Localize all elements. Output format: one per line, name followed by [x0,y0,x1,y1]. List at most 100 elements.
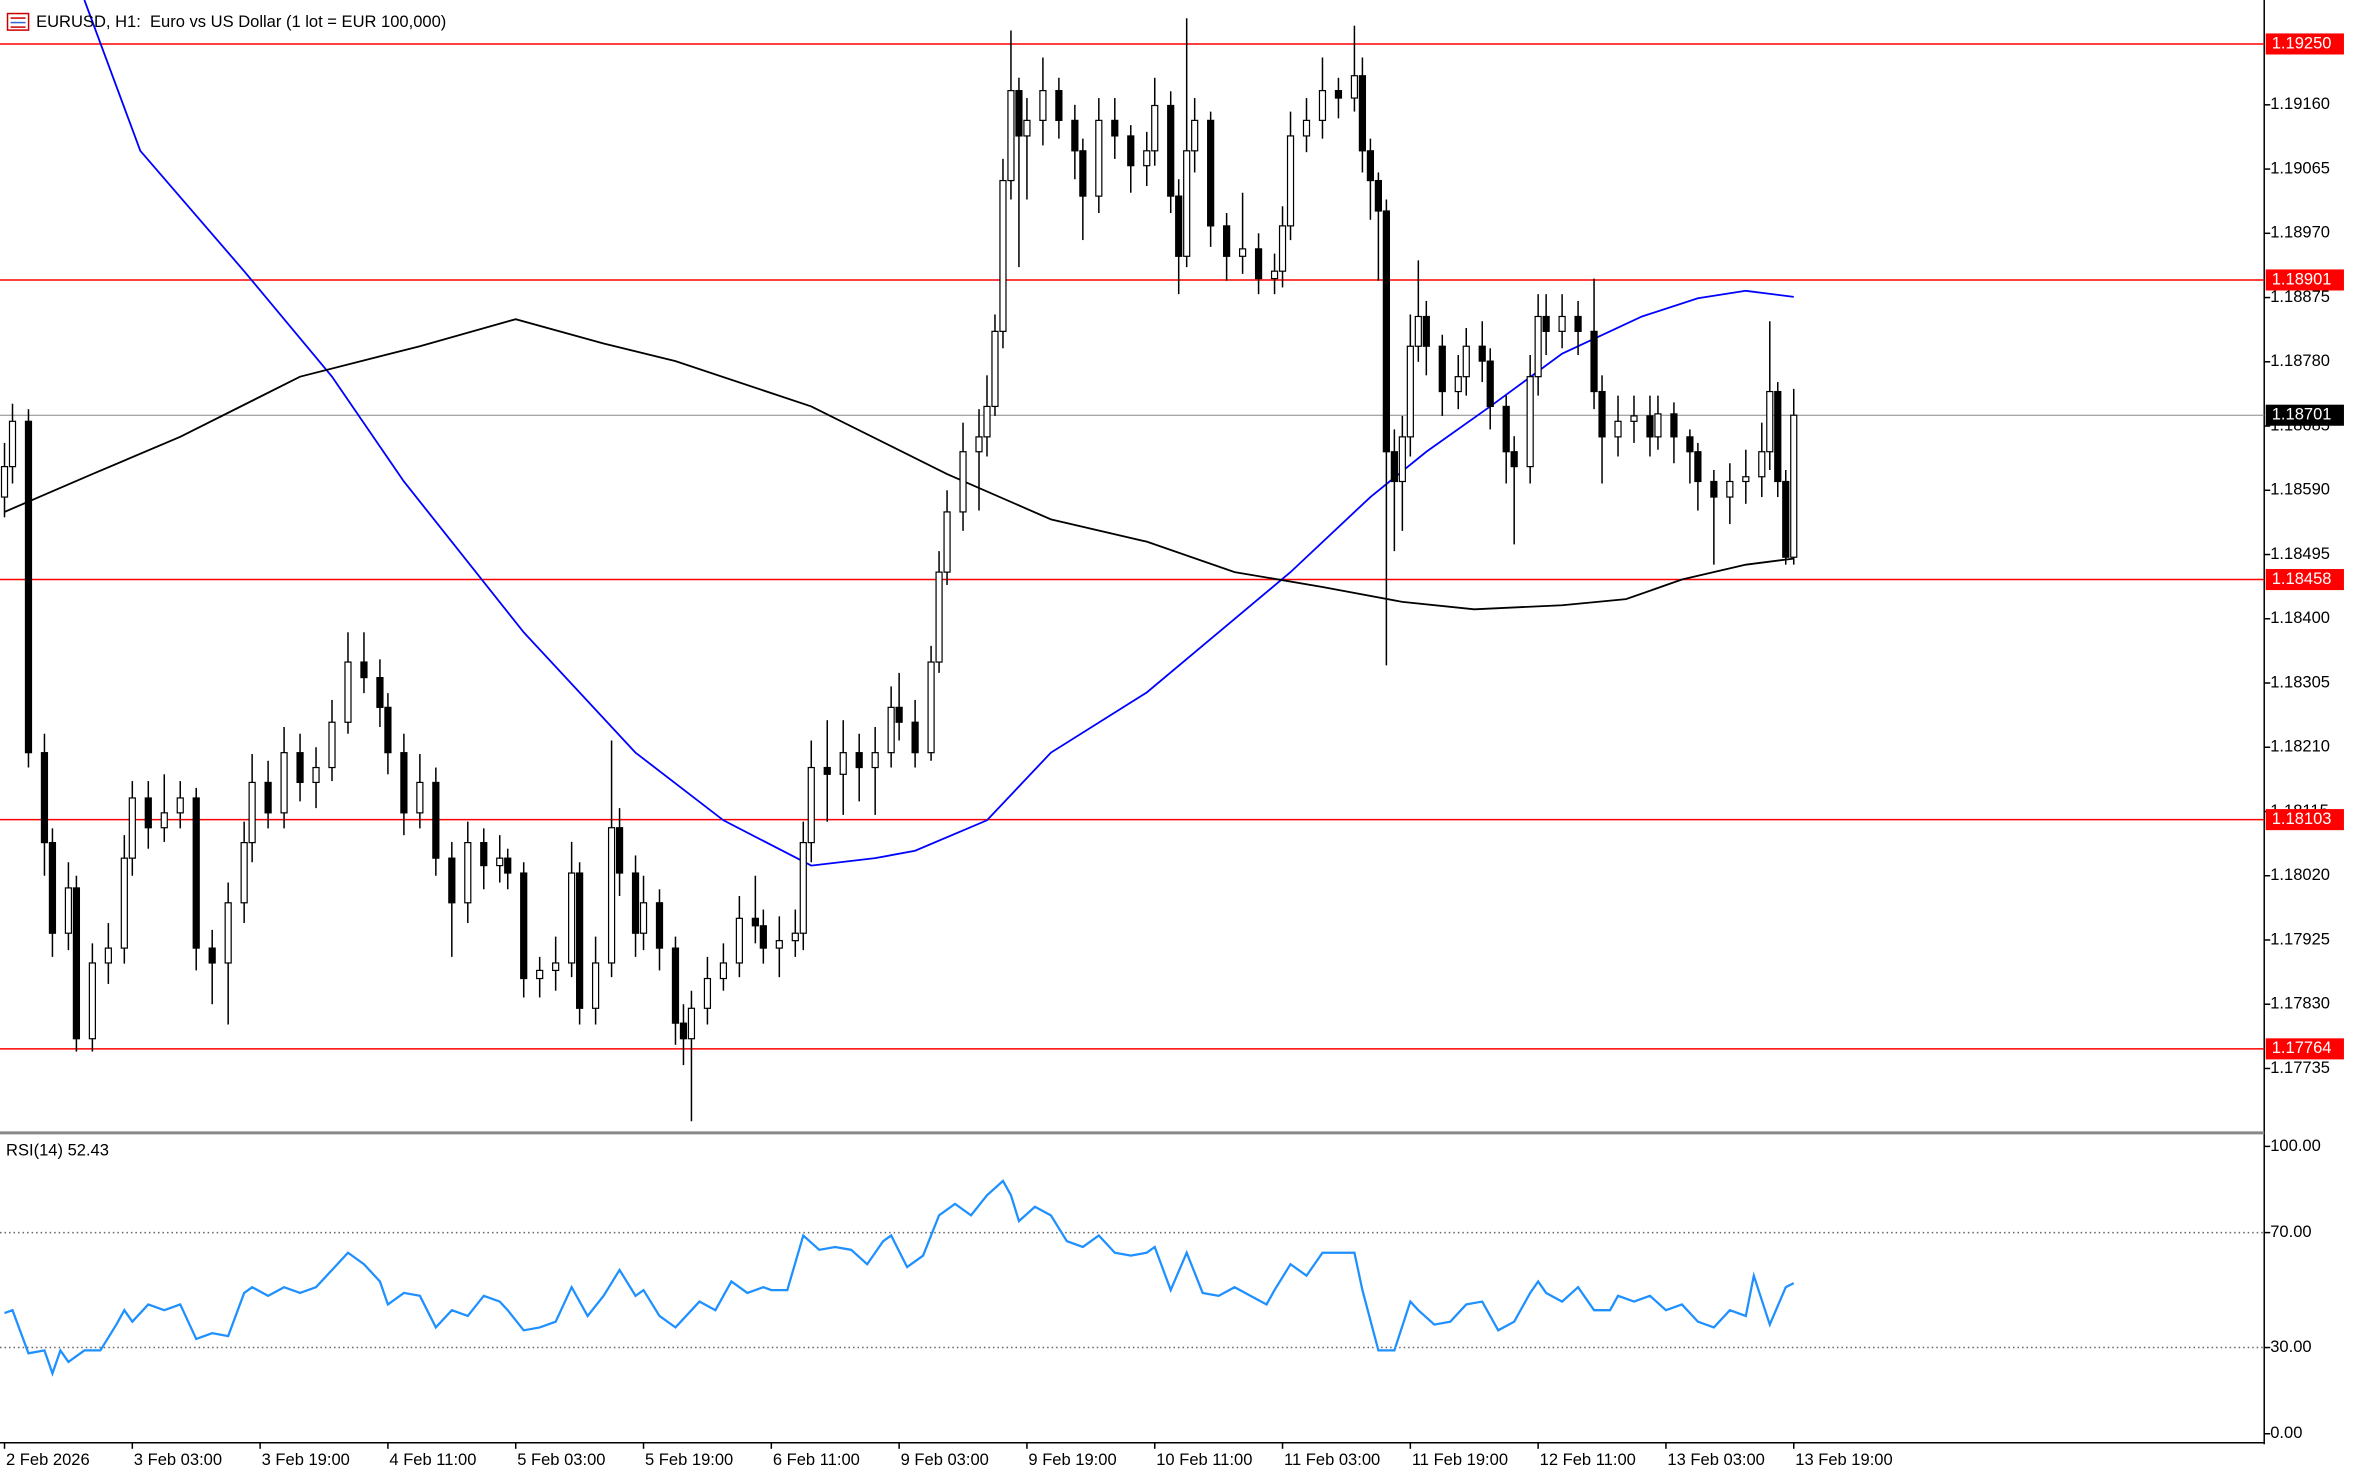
y-tick-label: 1.18875 [2270,287,2330,306]
candle-body [568,872,576,964]
candle-body [1207,119,1215,227]
candle-body [991,330,999,408]
candle-body [1286,135,1295,227]
candle-body [504,857,512,874]
candle-body [24,420,33,754]
candle-body [1278,225,1287,272]
candle-body [615,827,624,874]
candle-body [791,932,799,942]
candle-body [208,947,216,964]
level-label: 1.18901 [2272,269,2332,288]
x-tick-label: 6 Feb 11:00 [773,1450,860,1469]
level-label-bg [2265,809,2344,831]
candle-body [400,752,408,814]
candle-body [671,947,680,1024]
candle-body [1670,413,1678,438]
candle-body [1614,420,1622,438]
candle-body [799,842,807,934]
level-label-bg [2265,269,2344,291]
candle-body [448,857,456,904]
candle-body [64,887,73,934]
y-tick-label: 1.18400 [2270,608,2330,627]
y-tick-label: 0.00 [2270,1423,2302,1442]
candle-body [432,781,440,859]
candle-body [1574,315,1582,332]
candle-body [1007,90,1015,182]
x-tick-label: 4 Feb 11:00 [389,1450,476,1469]
level-label-bg [2265,1038,2344,1060]
candle-body [1438,345,1446,393]
candle-body [887,706,895,754]
candle-body [935,571,943,663]
candle-body [1302,119,1311,137]
y-tick-label: 1.18780 [2270,351,2330,370]
candle-body [192,797,200,949]
candle-body [1151,104,1159,152]
candle-body [1270,270,1279,280]
y-tick-label: 1.18590 [2270,480,2330,499]
candle-body [1486,360,1494,408]
x-tick-label: 3 Feb 03:00 [134,1450,222,1469]
moving-average [83,0,1794,867]
y-tick-label: 30.00 [2270,1337,2311,1356]
candle-body [296,752,304,784]
candle-body [1183,150,1191,257]
y-tick-label: 1.18305 [2270,672,2330,691]
current-price-label-bg [2265,404,2344,426]
candle-body [1223,225,1231,257]
candle-body [975,436,983,453]
candle-body [1422,315,1430,347]
candle-body [1111,119,1119,137]
candle-body [839,752,847,775]
y-tick-label: 70.00 [2270,1222,2311,1241]
candle-body [1710,480,1718,498]
moving-average [4,318,1794,611]
candle-body [496,857,504,867]
candle-body [1238,248,1247,257]
candle-body [176,797,184,814]
candle-body [1382,210,1390,453]
candle-body [552,962,560,972]
candle-body [639,902,648,934]
candle-body [1462,345,1470,378]
candle-body [1542,315,1550,332]
x-tick-label: 5 Feb 19:00 [645,1450,733,1469]
candle-body [607,827,616,964]
candle-body [759,925,767,949]
candle-body [536,969,544,980]
candle-body [1766,390,1774,453]
level-label-bg [2265,569,2344,591]
candle-body [999,179,1007,332]
y-tick-label: 1.19160 [2270,94,2330,113]
candle-body [719,962,728,980]
x-tick-label: 12 Feb 11:00 [1540,1450,1636,1469]
candle-body [360,661,368,679]
candle-body [1167,104,1175,197]
candle-body [807,766,815,844]
candle-body [871,752,879,769]
level-label-bg [2265,33,2344,55]
x-tick-label: 2 Feb 2026 [6,1450,90,1469]
candle-body [591,962,600,1009]
candle-body [1254,248,1263,280]
x-tick-label: 10 Feb 11:00 [1156,1450,1252,1469]
candle-body [0,466,9,498]
candle-body [1654,413,1662,438]
candle-body [1095,119,1103,197]
candle-body [1127,135,1135,167]
candle-body [1558,315,1566,332]
candle-body [1774,390,1782,483]
candle-body [264,781,272,814]
candle-body [1534,315,1542,378]
candle-body [384,706,392,754]
level-label: 1.17764 [2272,1038,2332,1057]
x-tick-label: 5 Feb 03:00 [517,1450,605,1469]
candle-body [911,721,919,754]
candle-body [1023,119,1031,137]
candle-body [1454,376,1462,393]
candle-body [1414,315,1422,347]
candle-body [703,977,712,1009]
candle-body [1590,330,1598,393]
rsi-line [4,1179,1795,1377]
